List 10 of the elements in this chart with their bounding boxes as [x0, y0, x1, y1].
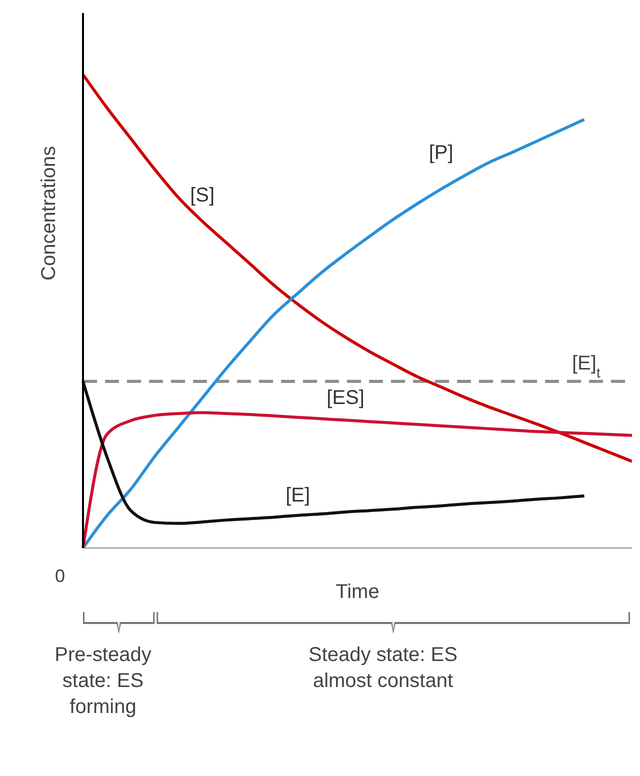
ref-line-label: [E]$_{t}$	[572, 352, 600, 380]
series-label: [P]	[428, 142, 454, 164]
text: Pre-steady state: ES forming	[54, 643, 152, 720]
text: Steady state: ES almost constant	[308, 643, 458, 694]
series-label: [S]	[190, 184, 215, 206]
series-label: [E]	[286, 484, 310, 506]
y-axis-title: Concentrations	[38, 146, 60, 280]
x-axis-title: Time	[336, 581, 380, 603]
text: 0	[55, 566, 66, 587]
series-label: [ES]	[326, 387, 364, 410]
